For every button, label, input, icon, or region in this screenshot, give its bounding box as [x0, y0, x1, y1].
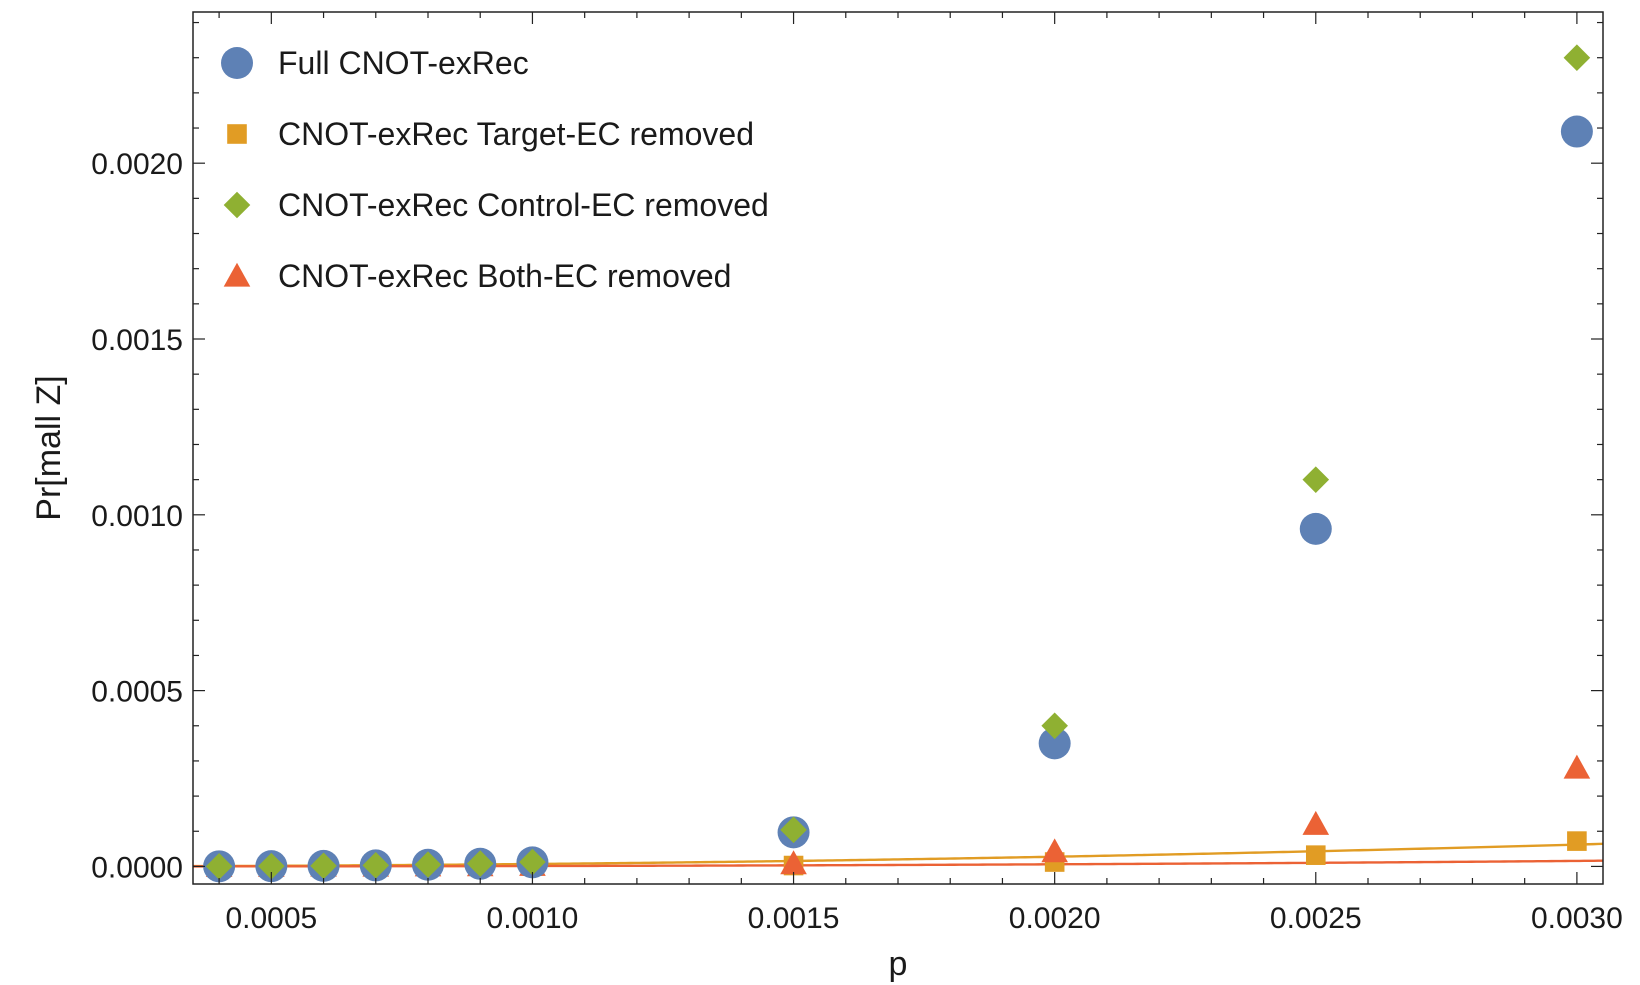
x-tick-label: 0.0025 — [1270, 902, 1362, 935]
data-markers — [203, 44, 1593, 883]
data-point-diamond — [414, 851, 442, 878]
x-tick-label: 0.0005 — [225, 902, 317, 935]
legend-label: CNOT-exRec Target-EC removed — [278, 116, 754, 152]
y-tick-label: 0.0005 — [91, 676, 183, 709]
y-tick-label: 0.0020 — [91, 148, 183, 181]
data-point-square — [1305, 845, 1326, 865]
data-point-diamond — [1302, 466, 1330, 493]
legend-label: Full CNOT-exRec — [278, 45, 529, 81]
x-tick-labels: 0.0005 0.0010 0.0015 0.0020 0.0025 0.0030 — [225, 902, 1622, 935]
legend-marker-square — [227, 124, 247, 144]
legend-label: CNOT-exRec Both-EC removed — [278, 258, 731, 294]
axis-ticks — [193, 12, 1603, 884]
y-tick-label: 0.0015 — [91, 324, 183, 357]
data-point-diamond — [258, 852, 285, 880]
data-point-circle — [1038, 727, 1071, 760]
data-point-diamond — [519, 848, 546, 876]
x-axis-label: p — [889, 945, 908, 983]
legend-marker-circle — [221, 47, 253, 79]
data-point-circle — [1299, 512, 1332, 545]
data-point-diamond — [362, 852, 390, 879]
data-point-circle — [1560, 115, 1593, 148]
legend-marker-diamond — [223, 191, 251, 219]
y-tick-labels: 0.0000 0.0005 0.0010 0.0015 0.0020 — [91, 148, 183, 884]
y-axis-label: Pr[mall Z] — [30, 375, 68, 520]
data-point-diamond — [310, 852, 337, 880]
data-point-square — [1567, 831, 1587, 851]
x-tick-label: 0.0020 — [1009, 902, 1101, 935]
legend-marker-triangle — [223, 262, 251, 287]
data-point-triangle — [1563, 754, 1591, 779]
x-tick-label: 0.0010 — [487, 902, 579, 935]
data-point-triangle — [780, 850, 807, 875]
legend-label: CNOT-exRec Control-EC removed — [278, 187, 769, 223]
x-tick-label: 0.0030 — [1531, 902, 1623, 935]
data-point-diamond — [1563, 44, 1591, 72]
data-point-diamond — [466, 850, 494, 877]
data-point-triangle — [1302, 810, 1330, 835]
data-point-diamond — [1041, 712, 1068, 740]
y-tick-label: 0.0010 — [91, 500, 183, 533]
y-tick-label: 0.0000 — [91, 851, 183, 884]
legend: Full CNOT-exRec CNOT-exRec Target-EC remo… — [221, 45, 769, 294]
x-tick-label: 0.0015 — [748, 902, 840, 935]
data-point-diamond — [780, 816, 807, 844]
data-point-diamond — [205, 853, 233, 880]
data-point-triangle — [1041, 838, 1068, 863]
